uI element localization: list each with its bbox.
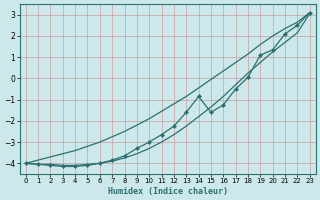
X-axis label: Humidex (Indice chaleur): Humidex (Indice chaleur): [108, 187, 228, 196]
